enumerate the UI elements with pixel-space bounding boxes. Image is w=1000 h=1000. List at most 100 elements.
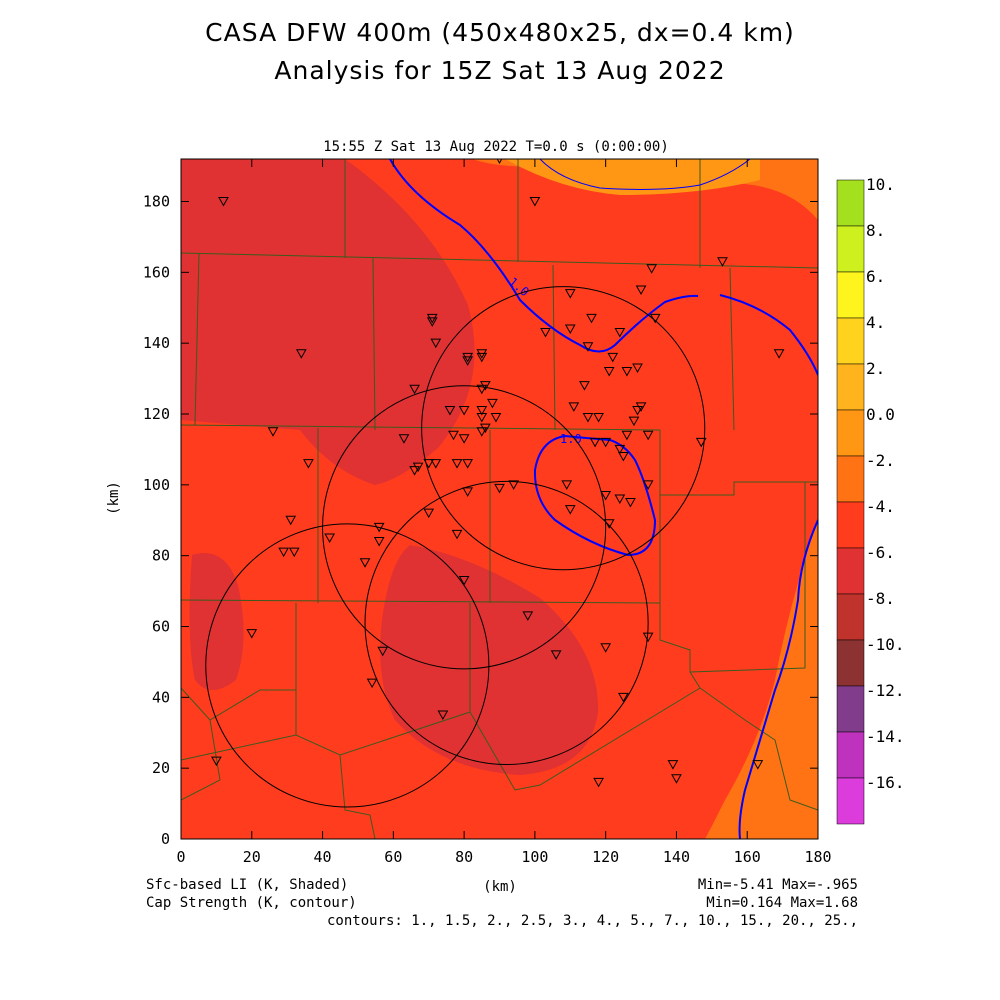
x-tick-label: 60 [384,848,402,866]
station-marker [430,338,442,349]
station-marker [444,405,456,416]
colorbar-label: -16. [866,773,905,792]
colorbar-swatch [836,409,865,457]
station-marker [409,384,420,395]
station-marker [614,328,626,338]
colorbar-swatch [836,225,865,273]
station-marker [373,537,385,547]
station-markers [211,159,785,788]
station-marker [564,505,576,515]
station-marker [437,710,449,721]
y-tick-label: 120 [143,405,170,423]
station-marker [288,547,300,558]
x-tick-label: 40 [314,848,332,866]
colorbar-swatch [836,777,865,825]
radar-ring-1 [421,286,706,571]
station-marker [295,349,307,359]
colorbar-label: -8. [866,589,895,608]
station-marker [476,352,488,363]
colorbar-swatch [836,685,865,733]
colorbar-label: -4. [866,497,895,516]
colorbar-label: -10. [866,635,905,654]
colorbar-label: -2. [866,451,895,470]
colorbar-swatch [836,179,865,227]
radar-ring-2 [322,385,607,670]
y-axis-label: (km) [106,481,122,515]
station-marker [285,515,297,526]
station-marker [522,611,534,621]
station-marker [582,342,594,352]
y-tick-label: 80 [152,547,170,565]
station-marker [600,437,612,448]
station-marker [508,480,520,490]
colorbar-swatch [836,271,865,319]
station-marker [267,427,279,437]
shaded-field-label: Sfc-based LI (K, Shaded) [146,877,349,893]
station-marker [564,289,576,299]
station-marker [218,197,229,207]
station-marker [618,692,629,703]
station-marker [423,508,435,519]
contour-label-2: 1.0 [560,432,582,446]
station-marker [773,349,785,359]
cap-strength-contours [389,159,818,839]
station-marker [600,643,612,653]
radar-range-rings [205,286,706,808]
station-marker [635,402,647,412]
y-tick-label: 160 [143,263,170,281]
x-tick-label: 180 [804,848,831,866]
station-marker [490,413,502,423]
x-axis-label: (km) [483,879,517,895]
colorbar-label: 2. [866,359,885,378]
x-axis: 0 20 40 60 80 100 120 140 160 180 [176,159,832,866]
station-marker [462,487,474,497]
x-tick-label: 20 [243,848,261,866]
station-marker [717,257,728,267]
station-marker [614,494,626,505]
colorbar-label: 10. [866,175,895,194]
station-marker [752,760,764,770]
y-tick-label: 60 [152,618,170,636]
y-axis: 0 20 40 60 80 100 120 140 160 180 [143,193,818,848]
plot-header: 15:55 Z Sat 13 Aug 2022 T=0.0 s (0:00:00… [323,139,669,155]
station-marker [451,459,463,469]
shaded-minmax: Min=-5.41 Max=-.965 [697,877,858,893]
contour-field-label: Cap Strength (K, contour) [146,895,357,911]
station-marker [246,629,258,639]
station-marker [564,324,576,335]
station-marker [494,483,505,494]
station-marker [586,313,597,324]
station-marker [476,427,488,437]
station-marker [621,367,633,377]
colorbar-label: 0.0 [866,405,895,424]
station-marker [593,777,604,788]
station-marker [458,405,470,416]
y-tick-label: 40 [152,688,170,706]
station-marker [628,416,640,427]
colorbar-label: 8. [866,221,885,240]
x-tick-label: 140 [663,848,690,866]
colorbar-swatch [836,639,865,687]
colorbar-label: -6. [866,543,895,562]
station-marker [550,650,562,660]
colorbar-label: 6. [866,267,885,286]
station-marker [582,413,594,423]
colorbar-swatch [836,317,865,365]
y-tick-label: 140 [143,334,170,352]
station-marker [458,575,470,586]
x-tick-label: 120 [592,848,619,866]
station-marker [373,522,385,533]
station-marker [211,756,222,767]
station-marker [359,558,371,568]
station-marker [603,367,615,377]
station-marker [568,402,580,412]
station-marker [603,519,615,529]
station-marker [667,760,679,770]
station-marker [476,405,488,416]
station-marker [614,444,626,455]
x-tick-label: 160 [734,848,761,866]
y-tick-label: 0 [161,830,170,848]
station-marker [600,490,612,501]
colorbar-label: -12. [866,681,905,700]
